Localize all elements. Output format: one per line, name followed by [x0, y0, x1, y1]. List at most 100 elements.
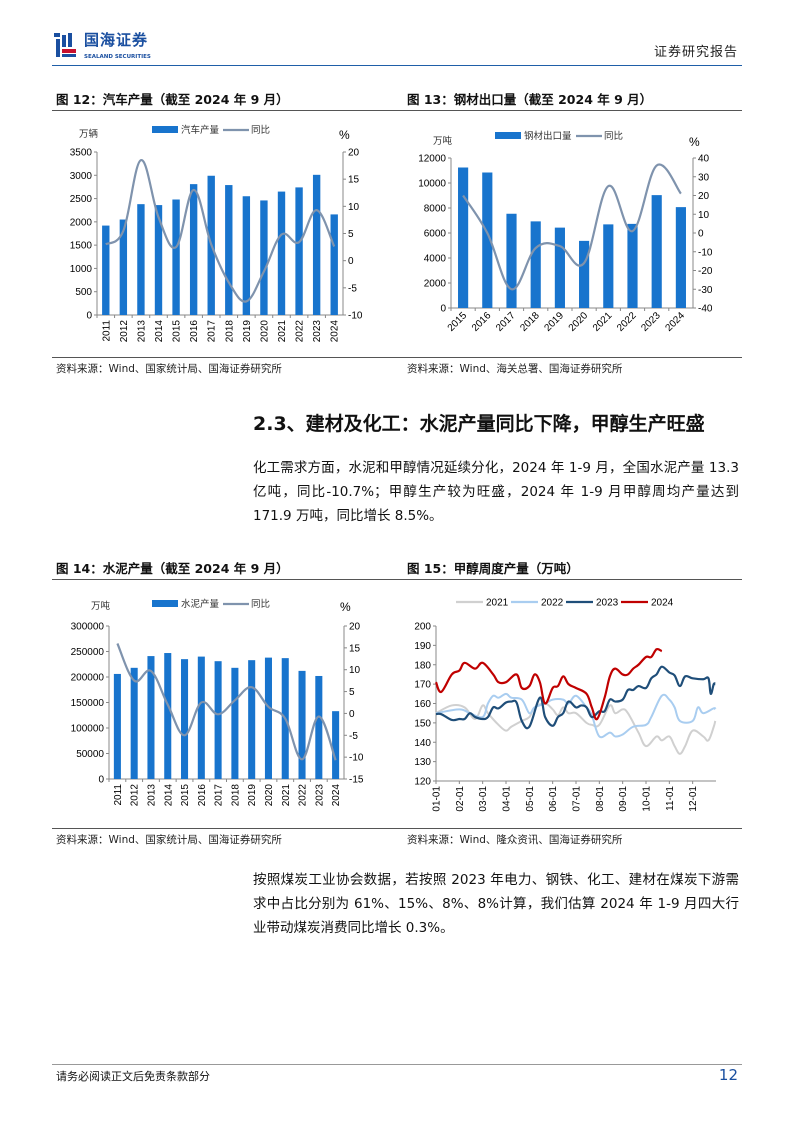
- legend-bar-swatch: [495, 132, 521, 139]
- fig14-source: 资料来源：Wind、国家统计局、国海证券研究所: [56, 834, 282, 846]
- bar: [113, 673, 121, 779]
- y-tick-label: 300000: [71, 622, 105, 633]
- y2-tick-label: 20: [348, 148, 360, 159]
- bar: [242, 196, 251, 315]
- y-tick-label: 200000: [71, 673, 105, 684]
- y-tick-label: 2000: [70, 217, 93, 228]
- bar: [651, 195, 662, 308]
- bar: [554, 227, 565, 308]
- fig15-chart: 120 130 140 150 160 170 180 190 200 01-01 02-01 03-…: [414, 598, 717, 812]
- y-tick-label: 150000: [71, 698, 105, 709]
- y-tick-label: 8000: [424, 204, 447, 215]
- y-tick-label: 160: [414, 699, 431, 710]
- y-tick-label: 250000: [71, 647, 105, 658]
- fig13-title: 图 13：钢材出口量（截至 2024 年 9 月）: [407, 92, 653, 107]
- bar: [189, 184, 198, 315]
- legend-label: 同比: [604, 130, 623, 142]
- y2-tick-label: 20: [698, 191, 710, 202]
- legend-label: 水泥产量: [181, 598, 220, 610]
- x-tick-label: 2020: [264, 784, 275, 807]
- y2-tick-label: -15: [349, 775, 364, 786]
- x-tick-label: 2013: [136, 320, 147, 343]
- x-tick-label: 2014: [154, 320, 165, 343]
- y-tick-label: 4000: [424, 254, 447, 265]
- bar: [197, 656, 205, 779]
- bar: [264, 657, 272, 779]
- bar: [119, 219, 128, 315]
- y2-tick-label: 0: [698, 229, 704, 240]
- paragraph: 按照煤炭工业协会数据，若按照 2023 年电力、钢铁、化工、建材在煤炭下游需求中…: [253, 872, 739, 936]
- x-tick-label: 2011: [101, 320, 112, 342]
- legend-label: 2022: [541, 598, 564, 609]
- fig-divider: [52, 357, 742, 358]
- x-tick-label: 2012: [119, 320, 130, 343]
- bar: [530, 221, 541, 308]
- x-tick-label: 2017: [494, 310, 518, 334]
- y-tick-label: 500: [75, 287, 92, 298]
- x-tick-label: 2016: [470, 310, 494, 334]
- x-tick-label: 01-01: [432, 786, 443, 812]
- legend-bar-swatch: [152, 126, 178, 133]
- y-tick-label: 100000: [71, 724, 105, 735]
- fig13-source: 资料来源：Wind、海关总署、国海证券研究所: [407, 363, 623, 375]
- x-tick-label: 2024: [331, 784, 342, 807]
- y2-tick-label: 5: [348, 229, 354, 240]
- x-tick-label: 2020: [567, 310, 591, 334]
- x-tick-label: 2021: [591, 310, 615, 334]
- y-tick-label: 1000: [70, 264, 93, 275]
- x-tick-label: 04-01: [502, 786, 513, 812]
- header-divider: [52, 65, 742, 66]
- bar: [102, 225, 110, 315]
- x-tick-label: 2016: [189, 320, 200, 343]
- legend-label: 同比: [251, 124, 270, 136]
- x-tick-label: 06-01: [548, 786, 559, 812]
- yoy-line: [105, 159, 336, 303]
- x-tick-label: 2023: [314, 784, 325, 807]
- paragraph: 化工需求方面，水泥和甲醇情况延续分化，2024 年 1-9 月，全国水泥产量 1…: [253, 460, 739, 524]
- series-line-2021: [435, 702, 717, 755]
- series-line-2023: [435, 665, 717, 730]
- bar: [579, 240, 590, 308]
- y-tick-label: 200: [414, 622, 431, 633]
- logo-icon: [54, 33, 78, 59]
- fig12-chart: 0 500 1000 1500 2000 2500 3000 3500 -10 -5 0 5 10 15 2…: [70, 124, 363, 343]
- right-axis-unit: %: [689, 135, 700, 149]
- legend-label: 2021: [486, 598, 509, 609]
- x-tick-label: 2016: [197, 784, 208, 807]
- bar: [675, 207, 686, 308]
- x-tick-label: 2022: [615, 310, 639, 334]
- y-tick-label: 0: [440, 304, 446, 315]
- fig-divider: [52, 579, 742, 580]
- y-tick-label: 1500: [70, 241, 93, 252]
- x-tick-label: 11-01: [665, 786, 676, 811]
- x-tick-label: 2011: [113, 784, 124, 806]
- y-tick-label: 0: [86, 311, 92, 322]
- legend-label: 同比: [251, 598, 270, 610]
- page-number: 12: [718, 1066, 738, 1084]
- bar: [458, 167, 469, 308]
- bar: [295, 187, 303, 315]
- y2-tick-label: -40: [698, 304, 713, 315]
- y2-tick-label: -30: [698, 285, 713, 296]
- x-tick-label: 03-01: [478, 786, 489, 812]
- bar: [298, 670, 306, 779]
- fig15-title: 图 15：甲醇周度产量（万吨）: [407, 561, 579, 576]
- bar: [277, 191, 286, 315]
- legend-label: 钢材出口量: [524, 130, 572, 142]
- y-tick-label: 120: [414, 777, 431, 788]
- x-tick-label: 2024: [664, 310, 688, 334]
- x-tick-label: 2022: [295, 320, 306, 343]
- footer-divider: [52, 1064, 742, 1065]
- bar: [181, 659, 189, 779]
- x-tick-label: 2013: [146, 784, 157, 807]
- right-axis-unit: %: [340, 600, 351, 614]
- legend-label: 2024: [651, 598, 674, 609]
- yoy-line: [116, 643, 337, 761]
- x-tick-label: 09-01: [618, 786, 629, 812]
- fig15-source: 资料来源：Wind、隆众资讯、国海证券研究所: [407, 834, 623, 846]
- y-tick-label: 2500: [70, 194, 93, 205]
- x-tick-label: 2015: [180, 784, 191, 807]
- x-tick-label: 2023: [312, 320, 323, 343]
- legend-label: 2023: [596, 598, 619, 609]
